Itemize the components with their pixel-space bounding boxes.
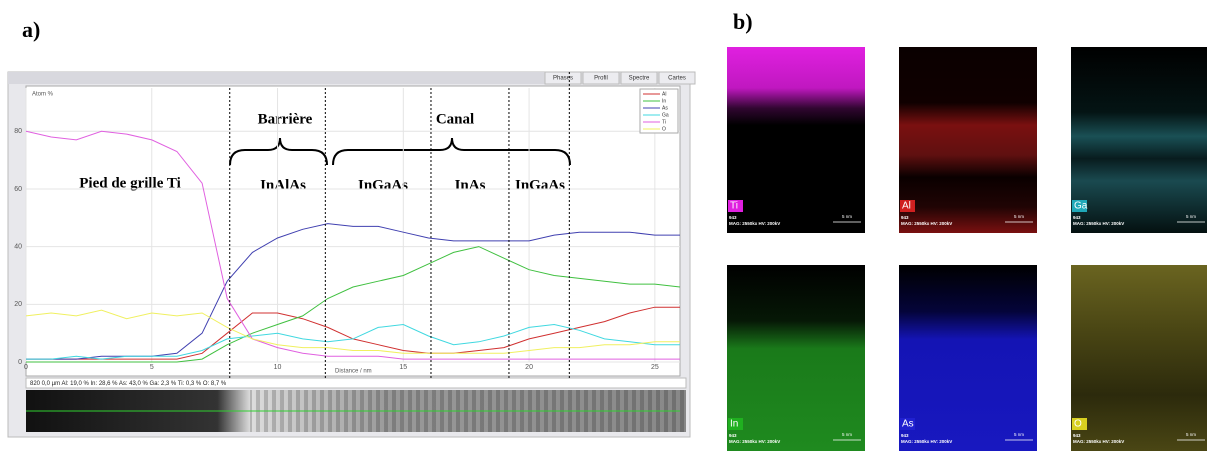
status-text: 820 0,0 µm Al: 19,0 % In: 28,6 % As: 43,… — [30, 381, 227, 387]
status-bar — [25, 377, 687, 389]
map-info: MAG: 2550kx HV: 200kV — [1073, 439, 1124, 444]
x-tick-label: 10 — [274, 364, 282, 371]
annotation: InGaAs — [358, 177, 408, 193]
map-label: In — [730, 419, 738, 430]
tab — [544, 71, 582, 85]
map-info: MAG: 2550kx HV: 200kV — [901, 221, 952, 226]
map-scale: 5 nm — [1186, 214, 1196, 219]
data-line — [25, 130, 680, 360]
legend-label: O — [662, 126, 666, 132]
map-scale: 5 nm — [1014, 214, 1024, 219]
legend-box — [639, 88, 679, 134]
map-scale: 5 nm — [842, 432, 852, 437]
tab-label: Profil — [594, 76, 608, 82]
element-map — [727, 265, 865, 451]
element-map — [1071, 47, 1207, 233]
annotation: InAs — [455, 177, 486, 193]
annotation: Barrière — [258, 111, 313, 127]
map-info: MAG: 2550kx HV: 200kV — [1073, 221, 1124, 226]
y-axis-label: Atom % — [32, 92, 54, 98]
tab-label: Phases — [553, 76, 573, 82]
toolbar — [8, 72, 690, 84]
legend-label: In — [662, 98, 666, 104]
map-scale: 5 nm — [1014, 432, 1024, 437]
element-map — [899, 47, 1037, 233]
map-scale: 5 nm — [1186, 432, 1196, 437]
x-tick-label: 0 — [24, 364, 28, 371]
x-tick-label: 25 — [651, 364, 659, 371]
map-scale: 5 nm — [842, 214, 852, 219]
map-id: 943 — [729, 433, 737, 438]
tab — [620, 71, 658, 85]
y-tick-label: 80 — [14, 128, 22, 135]
map-label: As — [902, 419, 914, 430]
data-line — [25, 309, 680, 354]
tab — [582, 71, 620, 85]
tab-label: Cartes — [668, 76, 686, 82]
tab-label: Spectre — [629, 76, 650, 82]
map-label-bg — [900, 418, 915, 430]
data-line — [26, 246, 681, 363]
x-tick-label: 5 — [150, 364, 154, 371]
y-tick-label: 20 — [14, 301, 22, 308]
element-map — [727, 47, 865, 233]
annotation: Pied de grille Ti — [79, 175, 181, 191]
x-tick-label: 20 — [525, 364, 533, 371]
bracket — [229, 137, 328, 166]
map-id: 943 — [1073, 433, 1081, 438]
map-label-bg — [1072, 418, 1087, 430]
map-label-bg — [728, 418, 743, 430]
map-label: Ga — [1074, 201, 1088, 212]
y-tick-label: 60 — [14, 186, 22, 193]
map-info: MAG: 2550kx HV: 200kV — [901, 439, 952, 444]
legend-label: Ti — [662, 119, 666, 125]
element-map — [899, 265, 1037, 451]
y-tick-label: 0 — [18, 359, 22, 366]
data-line — [26, 323, 680, 360]
y-tick-label: 40 — [14, 243, 22, 250]
annotation: InAlAs — [260, 177, 306, 193]
map-label: O — [1074, 419, 1082, 430]
x-tick-label: 15 — [399, 364, 407, 371]
bracket — [332, 137, 571, 166]
annotation: InGaAs — [515, 177, 565, 193]
map-id: 943 — [901, 215, 909, 220]
legend-label: As — [662, 105, 668, 111]
tab — [658, 71, 696, 85]
map-info: MAG: 2550kx HV: 200kV — [729, 221, 780, 226]
legend-label: Ga — [662, 112, 669, 118]
panel-label: b) — [733, 9, 753, 34]
map-id: 943 — [729, 215, 737, 220]
map-id: 943 — [901, 433, 909, 438]
map-id: 943 — [1073, 215, 1081, 220]
annotation: Canal — [436, 111, 474, 127]
x-axis-label: Distance / nm — [335, 369, 372, 375]
map-label: Al — [902, 201, 911, 212]
map-label-bg — [900, 200, 915, 212]
map-info: MAG: 2550kx HV: 200kV — [729, 439, 780, 444]
panel-label: a) — [22, 17, 40, 42]
legend-label: Al — [662, 91, 666, 97]
map-label: Ti — [730, 201, 738, 212]
map-label-bg — [728, 200, 743, 212]
map-label-bg — [1072, 200, 1087, 212]
plot-area — [25, 85, 681, 377]
element-map — [1071, 265, 1207, 451]
